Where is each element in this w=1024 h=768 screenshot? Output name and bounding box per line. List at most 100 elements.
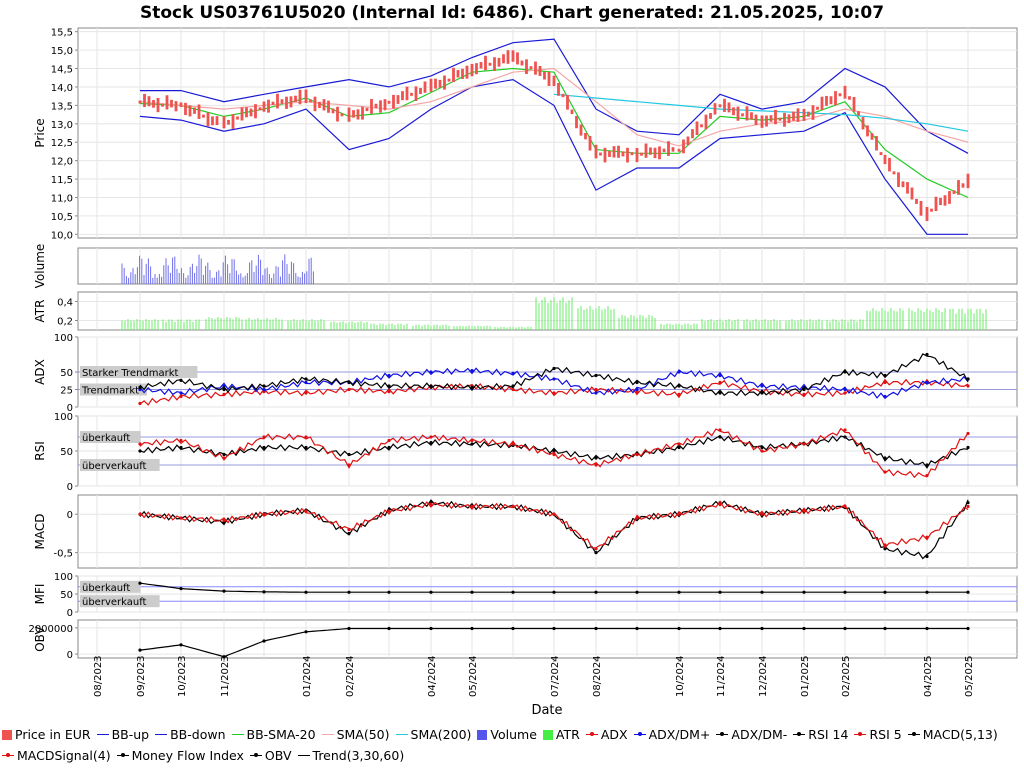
legend-swatch — [477, 729, 488, 740]
price-candle — [211, 116, 214, 126]
x-tick-label: 02/2025 — [841, 655, 852, 697]
price-candle — [331, 108, 335, 114]
legend-item: BB-up — [96, 727, 149, 742]
macd-series-point — [925, 554, 929, 559]
price-candle — [392, 94, 395, 109]
price-candle — [254, 104, 257, 119]
price-candle — [511, 50, 515, 62]
obv-series-point — [718, 626, 722, 631]
obv-tick-label: 2000000 — [28, 624, 73, 635]
price-tick-label: 14,5 — [51, 65, 73, 76]
price-candle — [807, 111, 810, 117]
x-axis: 08/2023 09/2023 10/2023 11/2023 01/2024 02/20… — [93, 655, 975, 697]
price-candle — [538, 65, 542, 76]
price-candle — [361, 106, 364, 120]
rsi-tick-label: 100 — [54, 412, 73, 423]
legend-line-marker — [116, 752, 129, 757]
price-candle — [452, 67, 455, 83]
price-candle — [161, 103, 164, 107]
price-candle — [336, 106, 339, 122]
price-candle — [718, 104, 722, 108]
rsi-tick-label: 0 — [67, 482, 73, 493]
x-tick-label: 10/2024 — [675, 655, 686, 697]
x-tick-label: 07/2024 — [550, 655, 561, 697]
macd-series-point — [347, 531, 351, 536]
macd-ylabel: MACD — [33, 514, 47, 550]
price-tick-label: 12,0 — [51, 157, 73, 168]
legend-item: MACDSignal(4) — [2, 748, 111, 763]
adx-tick-label: 25 — [60, 386, 73, 397]
adx-series-point — [843, 370, 847, 374]
mfi-annotation-bg — [80, 580, 141, 593]
panel-volume: Volume — [33, 244, 1018, 288]
mfi-annotation-bg — [80, 595, 160, 608]
price-candle — [240, 107, 244, 121]
price-candle — [653, 147, 657, 159]
price-candle — [179, 102, 183, 108]
adx-series-point — [347, 387, 351, 392]
adx-series-point — [387, 384, 391, 388]
price-candle — [280, 99, 284, 104]
macd-series-point — [925, 535, 929, 539]
price-candle — [327, 100, 330, 113]
price-candle — [939, 197, 942, 206]
price-candle — [695, 121, 699, 136]
price-candle — [475, 63, 478, 75]
price-tick-label: 15,0 — [51, 46, 73, 57]
mfi-series-point — [802, 590, 806, 594]
price-candle — [262, 101, 266, 112]
price-candle — [497, 57, 501, 67]
rsi-series-point — [718, 435, 722, 439]
legend-item: RSI 14 — [793, 727, 848, 742]
price-candle — [778, 117, 782, 121]
price-candle — [434, 78, 437, 89]
price-candle — [857, 111, 860, 116]
mfi-tick-label: 50 — [60, 590, 73, 601]
rsi-series-point — [677, 445, 681, 450]
obv-series-point — [222, 655, 226, 659]
price-candle — [206, 112, 210, 127]
rsi-series-point — [222, 456, 226, 460]
price-candle — [470, 63, 474, 77]
atr-ylabel: ATR — [33, 300, 47, 323]
rsi-series-point — [966, 431, 970, 436]
obv-series-point — [138, 648, 142, 652]
rsi-series-point — [594, 456, 598, 460]
legend-line-marker — [793, 731, 806, 736]
price-candle — [906, 182, 909, 194]
adx-series-point — [511, 387, 515, 392]
legend-label: ATR — [555, 727, 580, 742]
obv-series-point — [843, 626, 847, 631]
price-candle — [289, 96, 293, 108]
price-candle — [271, 101, 275, 105]
legend-label: BB-down — [170, 727, 226, 742]
adx-series-point — [760, 391, 764, 395]
adx-series-point — [179, 378, 183, 382]
adx-series-point — [552, 366, 556, 371]
macd-series-point — [387, 509, 391, 513]
adx-series-point — [677, 370, 681, 374]
adx-series-point — [760, 384, 764, 388]
obv-series-point — [470, 626, 474, 631]
price-candle — [677, 148, 681, 152]
mfi-series-point — [883, 590, 887, 594]
price-candle — [866, 125, 869, 137]
rsi-annotation: überkauft — [82, 433, 130, 444]
mfi-series-point — [470, 590, 474, 594]
rsi-series-point — [718, 428, 722, 432]
obv-series-point — [552, 626, 556, 631]
macd-tick-label: 0 — [67, 510, 73, 521]
price-candle — [543, 71, 546, 80]
adx-series-point — [677, 392, 681, 396]
price-candle — [612, 146, 616, 158]
panel-mfi: 100 50 0 MFI überkauft überverkauft — [33, 572, 1018, 619]
price-candle — [456, 70, 460, 78]
adx-series-point — [262, 387, 266, 392]
legend-item: ATR — [542, 727, 580, 742]
price-candle — [635, 147, 639, 163]
adx-annotation-bg — [80, 366, 198, 378]
price-candle — [429, 78, 433, 92]
price-candle — [713, 103, 717, 115]
price-candle — [626, 147, 629, 163]
legend-label: MACDSignal(4) — [17, 748, 111, 763]
